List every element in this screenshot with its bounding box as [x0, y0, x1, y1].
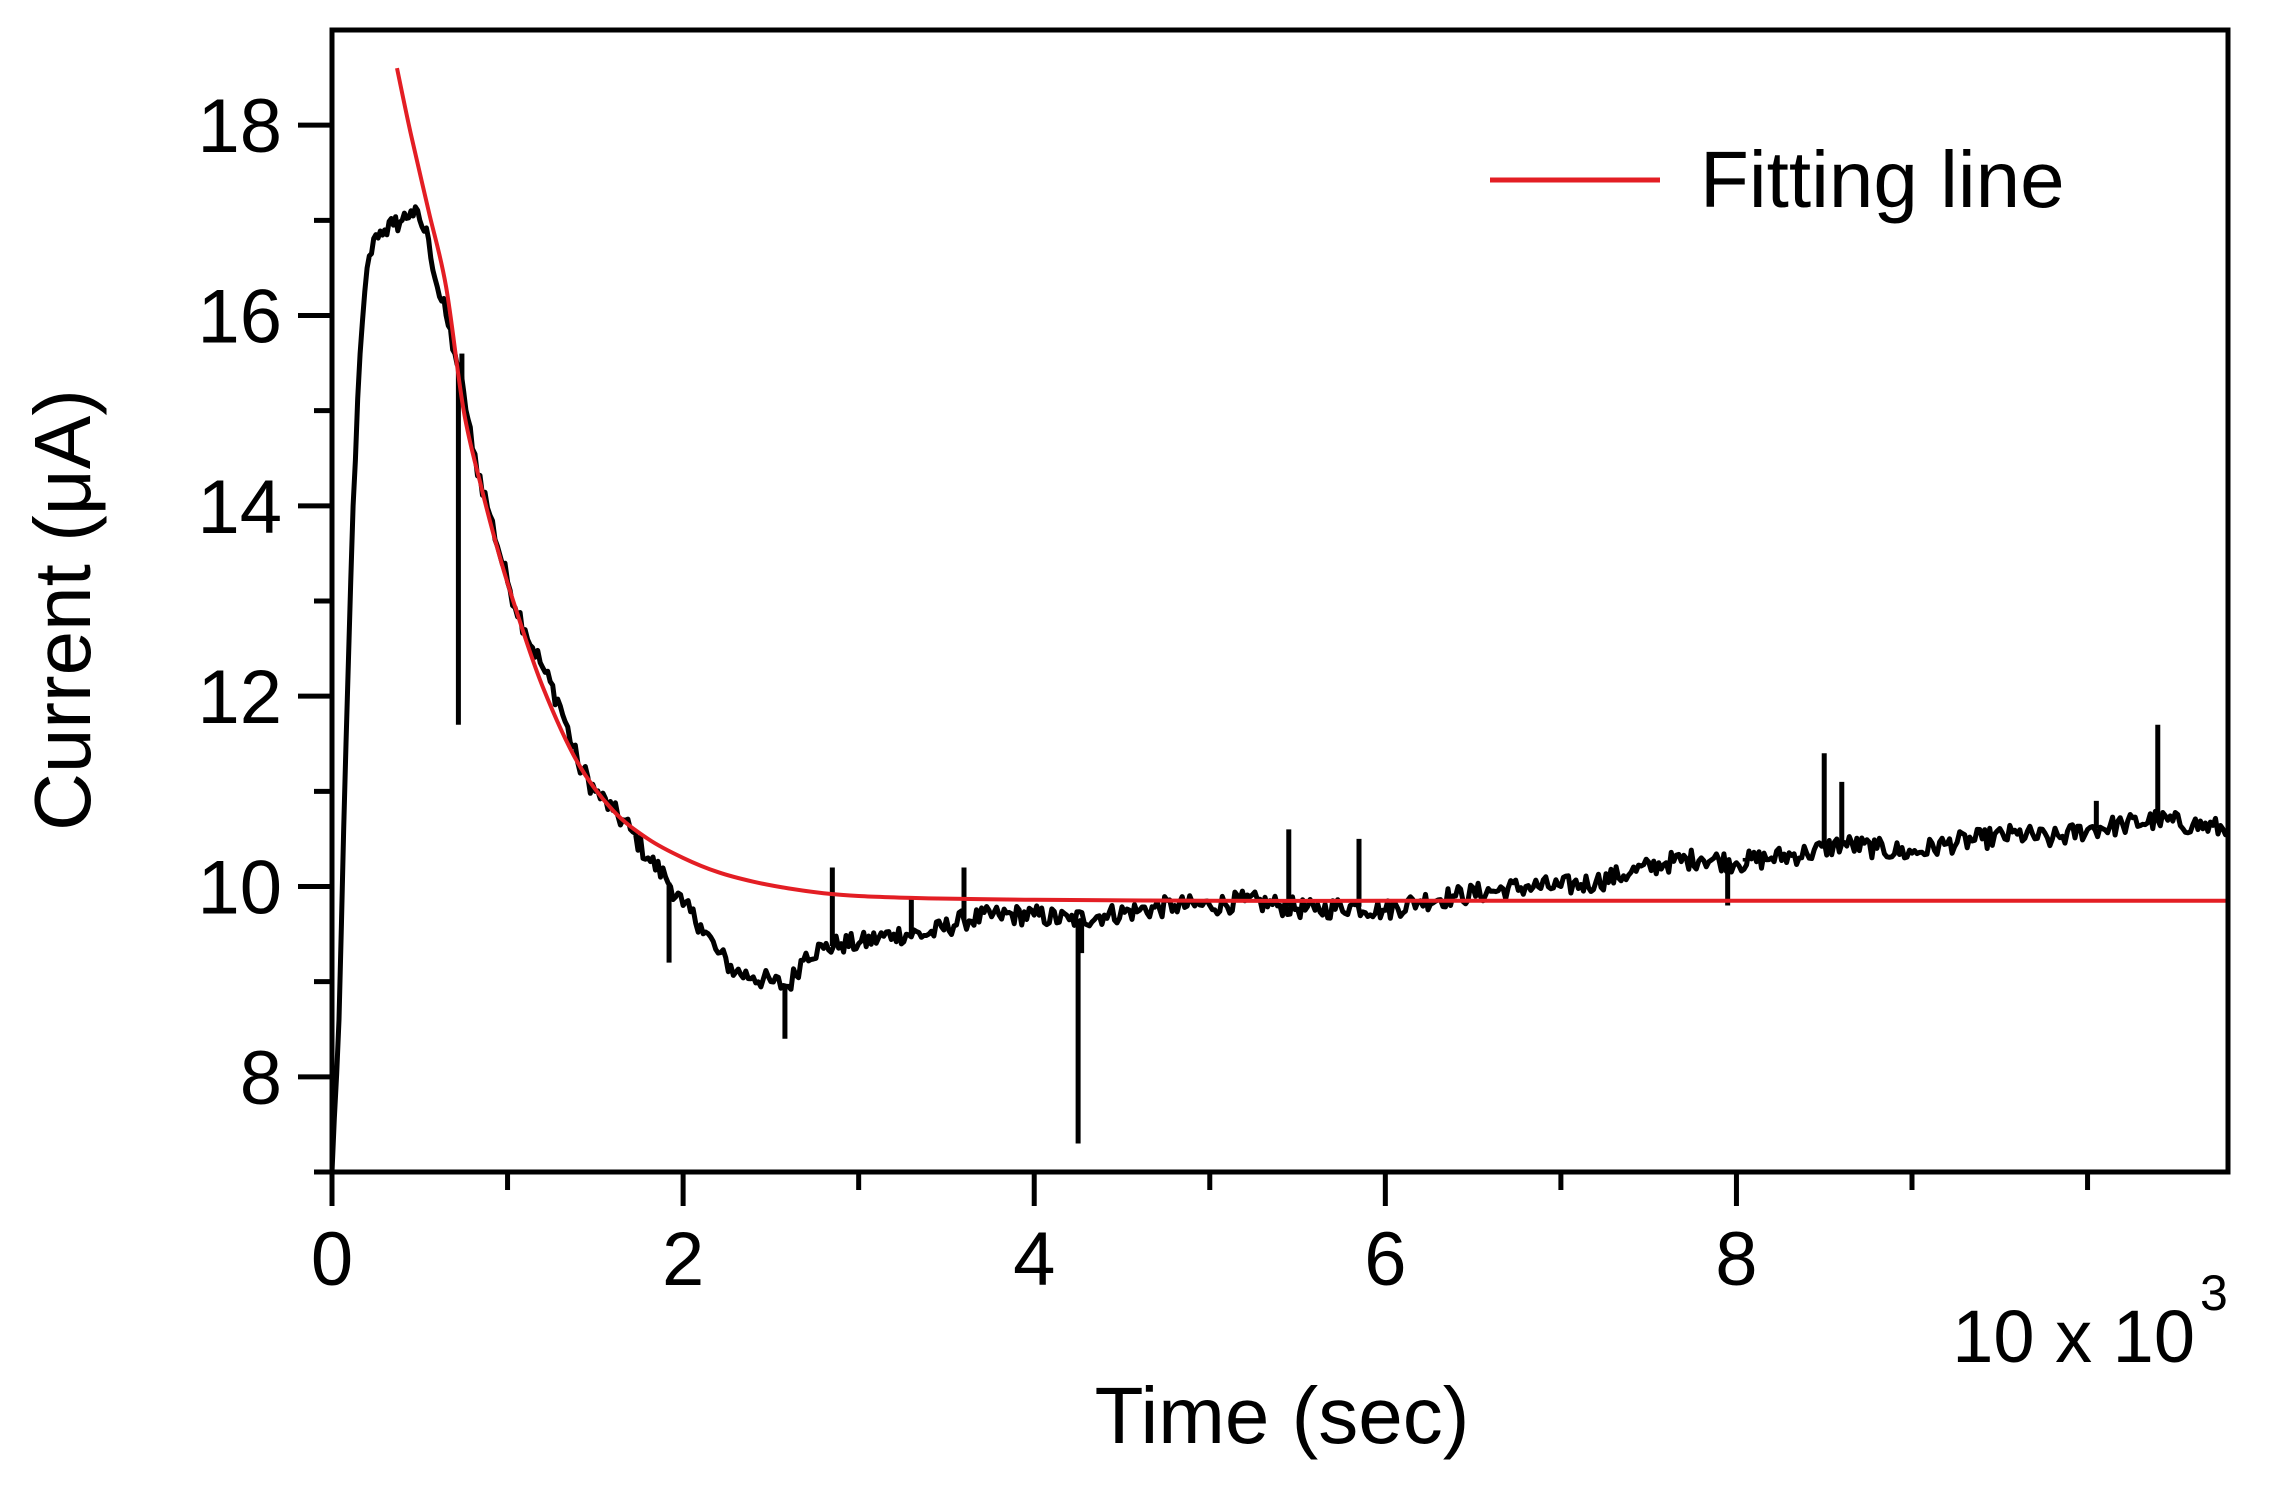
y-tick-label: 10 [197, 846, 282, 931]
x-multiplier-exponent: 3 [2200, 1265, 2228, 1321]
x-multiplier: 10 x 10 [1952, 1295, 2195, 1378]
y-tick-label: 8 [240, 1036, 282, 1121]
x-tick-label: 8 [1715, 1217, 1757, 1302]
x-axis-title: Time (sec) [1095, 1371, 1470, 1460]
legend-label-fitting-line: Fitting line [1700, 135, 2065, 224]
series-measured-line [329, 204, 2231, 1173]
y-axis-title: Current (μA) [18, 389, 107, 831]
series-fitting-line [395, 67, 2228, 903]
axis-tick-labels: 0 2 4 6 8 8 10 12 14 16 18 [197, 84, 1757, 1302]
x-tick-label: 0 [311, 1217, 353, 1302]
y-tick-label: 18 [197, 84, 282, 169]
y-tick-label: 12 [197, 655, 282, 740]
plot-curves [329, 67, 2231, 1173]
x-tick-label: 6 [1364, 1217, 1406, 1302]
axis-ticks [298, 122, 2091, 1206]
y-tick-label: 14 [197, 465, 282, 550]
x-tick-label: 4 [1013, 1217, 1055, 1302]
y-tick-label: 16 [197, 275, 282, 360]
legend: Fitting line [1490, 135, 2065, 224]
x-tick-label: 2 [662, 1217, 704, 1302]
